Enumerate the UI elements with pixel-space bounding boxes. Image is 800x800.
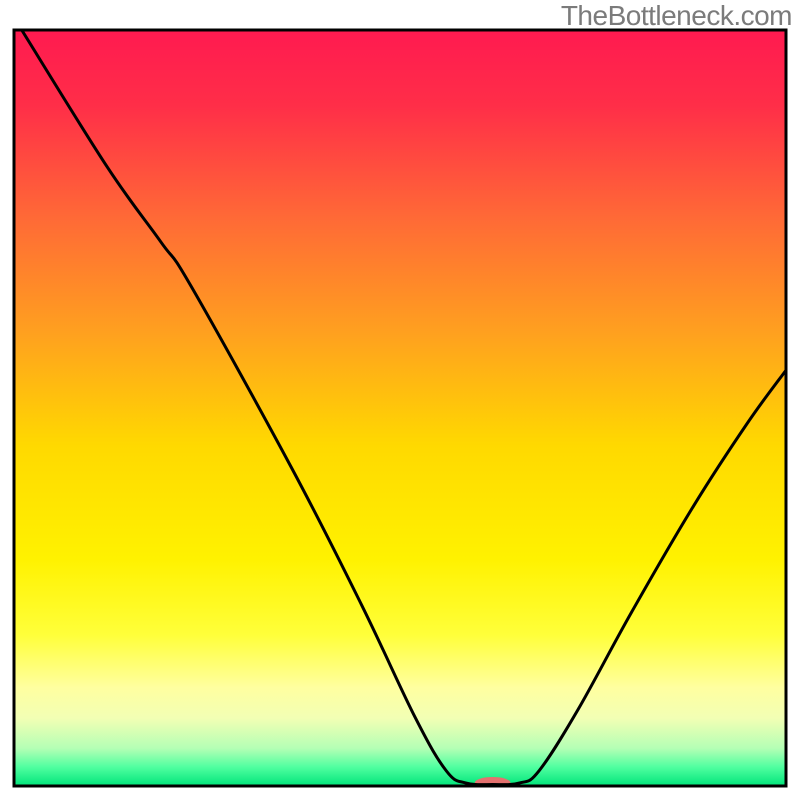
- bottleneck-curve-chart: [0, 0, 800, 800]
- watermark-text: TheBottleneck.com: [561, 0, 792, 32]
- plot-background: [14, 30, 786, 786]
- chart-container: TheBottleneck.com: [0, 0, 800, 800]
